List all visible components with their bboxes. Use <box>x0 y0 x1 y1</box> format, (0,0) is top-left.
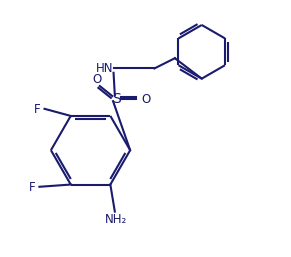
Text: HN: HN <box>96 62 113 75</box>
Text: F: F <box>33 103 40 116</box>
Text: S: S <box>112 92 120 106</box>
Text: F: F <box>29 181 35 194</box>
Text: NH₂: NH₂ <box>105 213 127 226</box>
Text: O: O <box>141 93 150 106</box>
Text: O: O <box>92 74 102 86</box>
